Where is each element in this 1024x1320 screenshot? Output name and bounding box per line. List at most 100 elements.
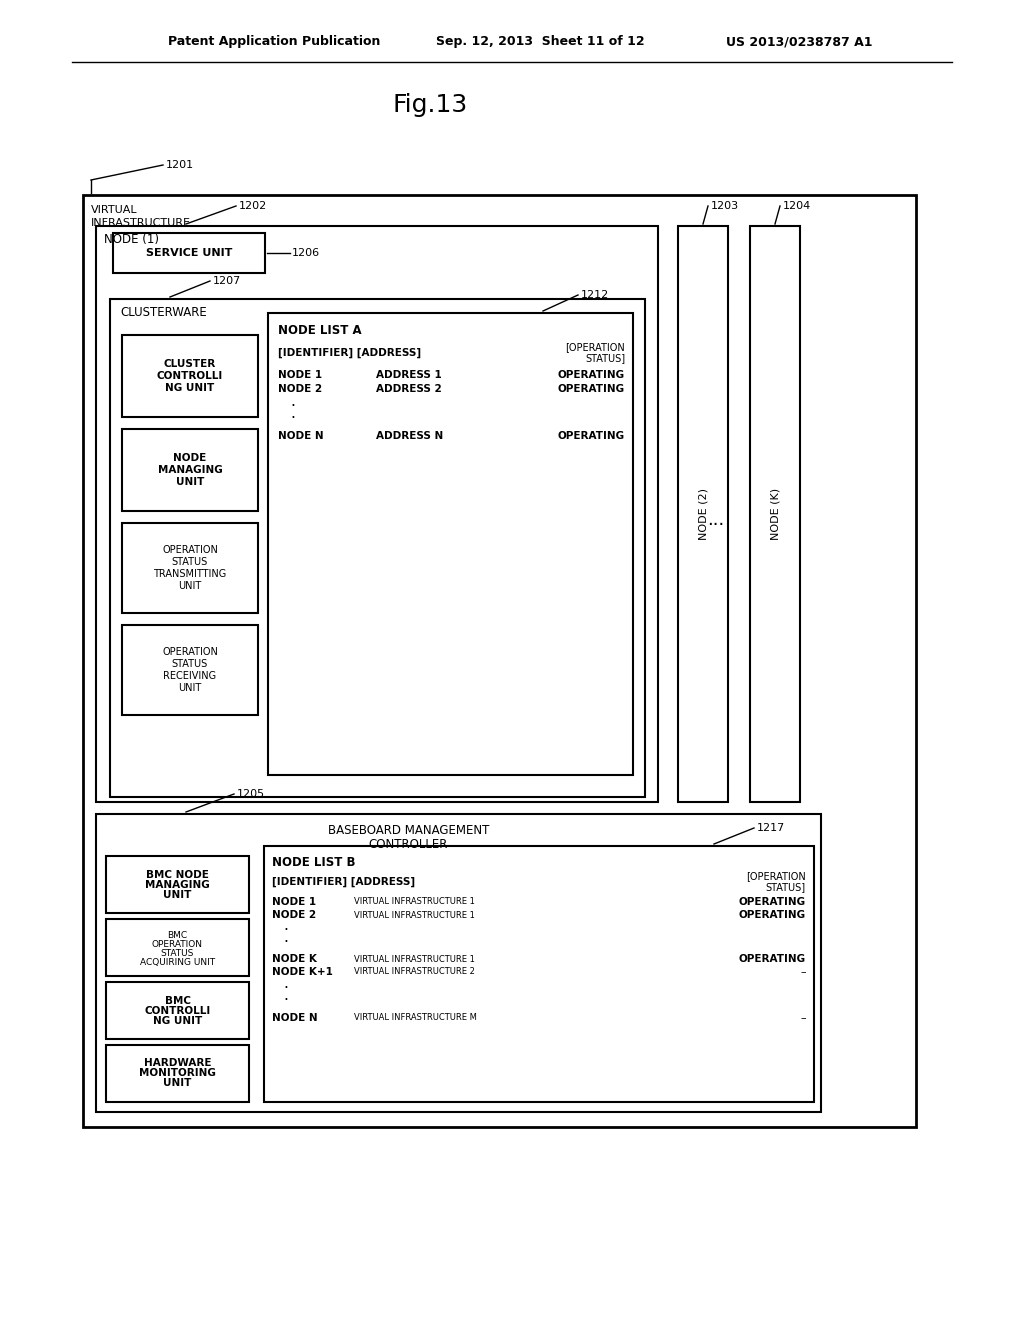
Text: NODE (2): NODE (2) [698, 488, 708, 540]
Text: RECEIVING: RECEIVING [164, 671, 216, 681]
FancyBboxPatch shape [122, 429, 258, 511]
FancyBboxPatch shape [106, 919, 249, 975]
Text: OPERATING: OPERATING [739, 909, 806, 920]
Text: STATUS]: STATUS] [766, 882, 806, 892]
Text: Fig.13: Fig.13 [392, 92, 468, 117]
Text: CONTROLLI: CONTROLLI [157, 371, 223, 381]
Text: ADDRESS N: ADDRESS N [376, 432, 443, 441]
Text: STATUS]: STATUS] [585, 352, 625, 363]
FancyBboxPatch shape [122, 335, 258, 417]
Text: NODE 2: NODE 2 [272, 909, 316, 920]
Text: SERVICE UNIT: SERVICE UNIT [145, 248, 232, 257]
FancyBboxPatch shape [106, 855, 249, 913]
Text: NODE K+1: NODE K+1 [272, 968, 333, 977]
Text: [IDENTIFIER] [ADDRESS]: [IDENTIFIER] [ADDRESS] [272, 876, 415, 887]
Text: 1212: 1212 [581, 290, 609, 300]
Text: INFRASTRUCTURE: INFRASTRUCTURE [91, 218, 191, 228]
FancyBboxPatch shape [96, 226, 658, 803]
FancyBboxPatch shape [750, 226, 800, 803]
Text: VIRTUAL INFRASTRUCTURE 2: VIRTUAL INFRASTRUCTURE 2 [354, 968, 475, 977]
Text: HARDWARE: HARDWARE [143, 1059, 211, 1068]
Text: MANAGING: MANAGING [158, 465, 222, 475]
Text: UNIT: UNIT [163, 1078, 191, 1089]
Text: NG UNIT: NG UNIT [153, 1015, 202, 1026]
FancyBboxPatch shape [96, 814, 821, 1111]
Text: Sep. 12, 2013  Sheet 11 of 12: Sep. 12, 2013 Sheet 11 of 12 [436, 36, 645, 49]
Text: CONTROLLER: CONTROLLER [369, 837, 449, 850]
Text: VIRTUAL INFRASTRUCTURE M: VIRTUAL INFRASTRUCTURE M [354, 1014, 477, 1023]
Text: UNIT: UNIT [163, 890, 191, 899]
Text: STATUS: STATUS [161, 949, 195, 958]
Text: NODE 1: NODE 1 [278, 370, 323, 380]
FancyBboxPatch shape [122, 523, 258, 612]
Text: OPERATING: OPERATING [558, 370, 625, 380]
Text: 1217: 1217 [757, 822, 785, 833]
Text: 1206: 1206 [292, 248, 321, 257]
Text: NODE N: NODE N [278, 432, 324, 441]
Text: MONITORING: MONITORING [139, 1068, 216, 1078]
Text: ...: ... [708, 511, 725, 529]
Text: 1207: 1207 [213, 276, 242, 286]
FancyBboxPatch shape [106, 982, 249, 1039]
Text: –: – [801, 968, 806, 977]
Text: OPERATING: OPERATING [558, 432, 625, 441]
Text: NODE 2: NODE 2 [278, 384, 323, 393]
Text: NODE LIST B: NODE LIST B [272, 855, 355, 869]
Text: ADDRESS 2: ADDRESS 2 [376, 384, 441, 393]
Text: ·: · [284, 993, 289, 1007]
Text: Patent Application Publication: Patent Application Publication [168, 36, 380, 49]
Text: NODE LIST A: NODE LIST A [278, 325, 361, 338]
Text: UNIT: UNIT [178, 682, 202, 693]
Text: BMC: BMC [168, 931, 187, 940]
FancyBboxPatch shape [264, 846, 814, 1102]
Text: 1201: 1201 [166, 160, 195, 170]
Text: –: – [801, 1012, 806, 1023]
Text: CLUSTER: CLUSTER [164, 359, 216, 370]
Text: NODE (1): NODE (1) [104, 232, 159, 246]
Text: NODE: NODE [173, 453, 207, 463]
Text: OPERATING: OPERATING [739, 954, 806, 964]
FancyBboxPatch shape [122, 624, 258, 715]
Text: NODE K: NODE K [272, 954, 316, 964]
Text: OPERATION: OPERATION [162, 647, 218, 657]
Text: OPERATING: OPERATING [739, 898, 806, 907]
Text: MANAGING: MANAGING [145, 879, 210, 890]
Text: [OPERATION: [OPERATION [565, 342, 625, 352]
FancyBboxPatch shape [268, 313, 633, 775]
FancyBboxPatch shape [113, 234, 265, 273]
Text: UNIT: UNIT [176, 477, 204, 487]
Text: OPERATION: OPERATION [152, 940, 203, 949]
Text: ·: · [284, 981, 289, 995]
Text: BMC: BMC [165, 995, 190, 1006]
Text: 1204: 1204 [783, 201, 811, 211]
Text: VIRTUAL INFRASTRUCTURE 1: VIRTUAL INFRASTRUCTURE 1 [354, 898, 475, 907]
Text: ADDRESS 1: ADDRESS 1 [376, 370, 441, 380]
Text: VIRTUAL INFRASTRUCTURE 1: VIRTUAL INFRASTRUCTURE 1 [354, 911, 475, 920]
Text: OPERATING: OPERATING [558, 384, 625, 393]
Text: TRANSMITTING: TRANSMITTING [154, 569, 226, 579]
Text: NODE (K): NODE (K) [770, 488, 780, 540]
Text: NODE N: NODE N [272, 1012, 317, 1023]
Text: [IDENTIFIER] [ADDRESS]: [IDENTIFIER] [ADDRESS] [278, 348, 421, 358]
Text: STATUS: STATUS [172, 659, 208, 669]
Text: 1202: 1202 [239, 201, 267, 211]
Text: UNIT: UNIT [178, 581, 202, 591]
Text: VIRTUAL INFRASTRUCTURE 1: VIRTUAL INFRASTRUCTURE 1 [354, 954, 475, 964]
FancyBboxPatch shape [106, 1045, 249, 1102]
Text: NG UNIT: NG UNIT [165, 383, 215, 393]
Text: BMC NODE: BMC NODE [146, 870, 209, 879]
Text: VIRTUAL: VIRTUAL [91, 205, 137, 215]
FancyBboxPatch shape [110, 300, 645, 797]
Text: BASEBOARD MANAGEMENT: BASEBOARD MANAGEMENT [328, 824, 489, 837]
Text: ·: · [284, 935, 289, 949]
Text: 1205: 1205 [237, 789, 265, 799]
Text: CONTROLLI: CONTROLLI [144, 1006, 211, 1015]
Text: ·: · [291, 411, 296, 425]
Text: ·: · [284, 923, 289, 937]
FancyBboxPatch shape [678, 226, 728, 803]
Text: ·: · [291, 399, 296, 413]
Text: 1203: 1203 [711, 201, 739, 211]
Text: [OPERATION: [OPERATION [746, 871, 806, 880]
Text: ACQUIRING UNIT: ACQUIRING UNIT [140, 958, 215, 968]
Text: OPERATION: OPERATION [162, 545, 218, 554]
